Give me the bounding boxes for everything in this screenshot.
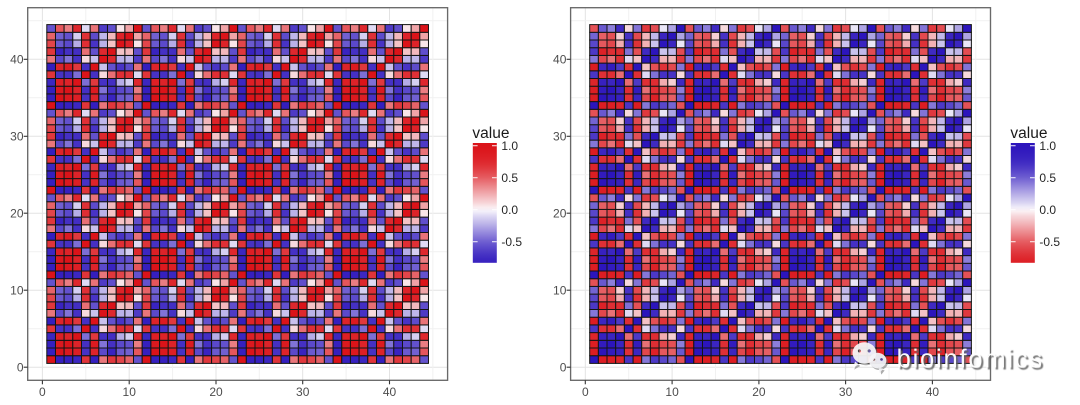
- svg-text:30: 30: [553, 130, 567, 144]
- svg-text:20: 20: [10, 206, 24, 220]
- svg-text:0: 0: [17, 360, 24, 374]
- svg-text:30: 30: [296, 385, 310, 399]
- svg-text:10: 10: [10, 283, 24, 297]
- svg-text:20: 20: [209, 385, 223, 399]
- svg-text:40: 40: [10, 53, 24, 67]
- svg-text:0.0: 0.0: [501, 203, 518, 217]
- svg-text:1.0: 1.0: [501, 139, 518, 153]
- svg-text:40: 40: [926, 385, 940, 399]
- svg-text:10: 10: [665, 385, 679, 399]
- svg-text:20: 20: [553, 206, 567, 220]
- svg-text:0: 0: [560, 360, 567, 374]
- svg-text:1.0: 1.0: [1039, 139, 1056, 153]
- svg-text:0: 0: [39, 385, 46, 399]
- svg-text:30: 30: [839, 385, 853, 399]
- svg-text:bioinfomics: bioinfomics: [899, 348, 1046, 376]
- svg-text:0.0: 0.0: [1039, 203, 1056, 217]
- svg-text:0: 0: [582, 385, 589, 399]
- svg-text:bioinfomics: bioinfomics: [897, 346, 1044, 374]
- svg-text:0.5: 0.5: [1039, 171, 1056, 185]
- svg-text:-0.5: -0.5: [1039, 235, 1060, 249]
- svg-text:40: 40: [383, 385, 397, 399]
- svg-text:20: 20: [752, 385, 766, 399]
- svg-text:30: 30: [10, 130, 24, 144]
- svg-text:0.5: 0.5: [501, 171, 518, 185]
- svg-text:40: 40: [553, 53, 567, 67]
- svg-text:10: 10: [123, 385, 137, 399]
- svg-text:value: value: [1010, 125, 1047, 142]
- svg-text:-0.5: -0.5: [501, 235, 522, 249]
- svg-text:10: 10: [553, 283, 567, 297]
- svg-text:value: value: [472, 125, 509, 142]
